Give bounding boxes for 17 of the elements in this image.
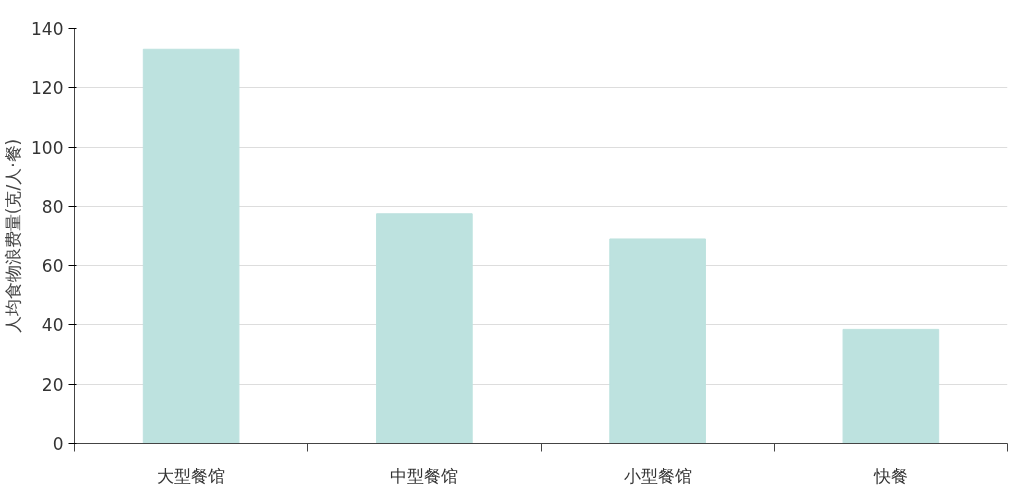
y-tick-label: 20 <box>41 374 64 395</box>
y-tick-label: 40 <box>41 315 64 336</box>
bar <box>376 213 473 444</box>
y-tick-label: 140 <box>31 19 64 39</box>
bar <box>842 328 940 444</box>
y-tick-label: 80 <box>41 196 64 217</box>
y-tick-label: 0 <box>52 434 64 454</box>
x-tick-label: 小型餐馆 <box>623 465 692 486</box>
x-tick-label: 快餐 <box>872 465 908 486</box>
y-tick-label: 100 <box>31 137 64 158</box>
y-tick-label: 120 <box>31 78 64 99</box>
y-tick-label: 60 <box>41 256 64 277</box>
x-tick-label: 大型餐馆 <box>157 465 226 486</box>
y-axis-title: 人均食物浪费量(克/人·餐) <box>3 138 24 334</box>
x-tick-label: 中型餐馆 <box>390 465 459 486</box>
bar <box>609 238 706 444</box>
bar <box>142 48 240 444</box>
